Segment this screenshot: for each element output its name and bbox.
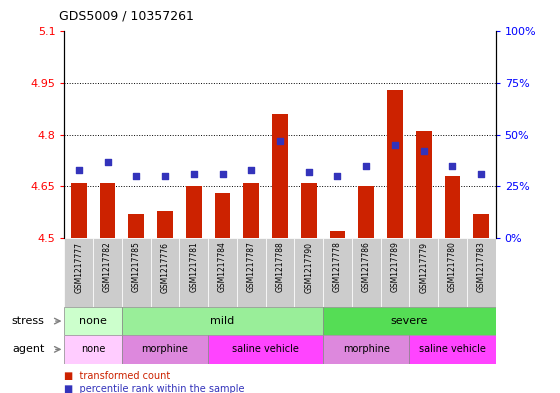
Bar xyxy=(244,183,259,238)
Text: morphine: morphine xyxy=(343,344,390,354)
Point xyxy=(103,158,112,165)
Text: GSM1217781: GSM1217781 xyxy=(189,242,198,292)
Bar xyxy=(64,307,122,335)
Text: ■  transformed count: ■ transformed count xyxy=(64,371,171,381)
Bar xyxy=(208,238,237,307)
Text: mild: mild xyxy=(211,316,235,326)
Bar xyxy=(122,307,323,335)
Bar xyxy=(358,186,374,238)
Point xyxy=(419,148,428,154)
Bar xyxy=(122,335,208,364)
Bar xyxy=(323,307,496,335)
Bar xyxy=(416,131,432,238)
Bar xyxy=(409,335,496,364)
Bar xyxy=(208,335,323,364)
Bar xyxy=(445,176,460,238)
Bar xyxy=(237,238,265,307)
Bar xyxy=(438,238,467,307)
Bar xyxy=(93,238,122,307)
Text: GDS5009 / 10357261: GDS5009 / 10357261 xyxy=(59,9,194,22)
Text: GSM1217786: GSM1217786 xyxy=(362,242,371,292)
Point xyxy=(161,173,170,179)
Text: none: none xyxy=(81,344,105,354)
Bar xyxy=(157,211,173,238)
Text: saline vehicle: saline vehicle xyxy=(419,344,486,354)
Text: GSM1217789: GSM1217789 xyxy=(390,242,399,292)
Bar xyxy=(179,238,208,307)
Bar xyxy=(323,335,409,364)
Text: severe: severe xyxy=(391,316,428,326)
Point xyxy=(333,173,342,179)
Point xyxy=(390,142,399,148)
Text: morphine: morphine xyxy=(142,344,189,354)
Point xyxy=(276,138,284,144)
Bar xyxy=(100,183,115,238)
Text: GSM1217785: GSM1217785 xyxy=(132,242,141,292)
Text: GSM1217780: GSM1217780 xyxy=(448,242,457,292)
Point xyxy=(304,169,313,175)
Point xyxy=(74,167,83,173)
Text: GSM1217787: GSM1217787 xyxy=(247,242,256,292)
Bar xyxy=(272,114,288,238)
Bar xyxy=(295,238,323,307)
Text: GSM1217784: GSM1217784 xyxy=(218,242,227,292)
Text: GSM1217782: GSM1217782 xyxy=(103,242,112,292)
Text: GSM1217779: GSM1217779 xyxy=(419,242,428,293)
Bar xyxy=(265,238,295,307)
Bar xyxy=(128,214,144,238)
Point xyxy=(448,163,457,169)
Text: GSM1217776: GSM1217776 xyxy=(161,242,170,293)
Bar xyxy=(381,238,409,307)
Bar xyxy=(467,238,496,307)
Point xyxy=(218,171,227,177)
Text: ■  percentile rank within the sample: ■ percentile rank within the sample xyxy=(64,384,245,393)
Bar xyxy=(64,238,93,307)
Text: stress: stress xyxy=(11,316,44,326)
Point xyxy=(189,171,198,177)
Text: agent: agent xyxy=(12,344,44,354)
Bar xyxy=(330,231,346,238)
Text: saline vehicle: saline vehicle xyxy=(232,344,299,354)
Bar xyxy=(71,183,87,238)
Point xyxy=(477,171,486,177)
Bar xyxy=(122,238,151,307)
Point xyxy=(247,167,256,173)
Text: GSM1217778: GSM1217778 xyxy=(333,242,342,292)
Text: GSM1217777: GSM1217777 xyxy=(74,242,83,293)
Bar xyxy=(64,335,122,364)
Bar xyxy=(186,186,202,238)
Point xyxy=(132,173,141,179)
Bar xyxy=(387,90,403,238)
Bar xyxy=(473,214,489,238)
Text: GSM1217788: GSM1217788 xyxy=(276,242,284,292)
Text: GSM1217790: GSM1217790 xyxy=(304,242,313,293)
Point xyxy=(362,163,371,169)
Bar xyxy=(409,238,438,307)
Bar xyxy=(301,183,316,238)
Bar xyxy=(151,238,179,307)
Bar xyxy=(352,238,381,307)
Text: none: none xyxy=(79,316,107,326)
Bar xyxy=(323,238,352,307)
Bar xyxy=(214,193,230,238)
Text: GSM1217783: GSM1217783 xyxy=(477,242,486,292)
